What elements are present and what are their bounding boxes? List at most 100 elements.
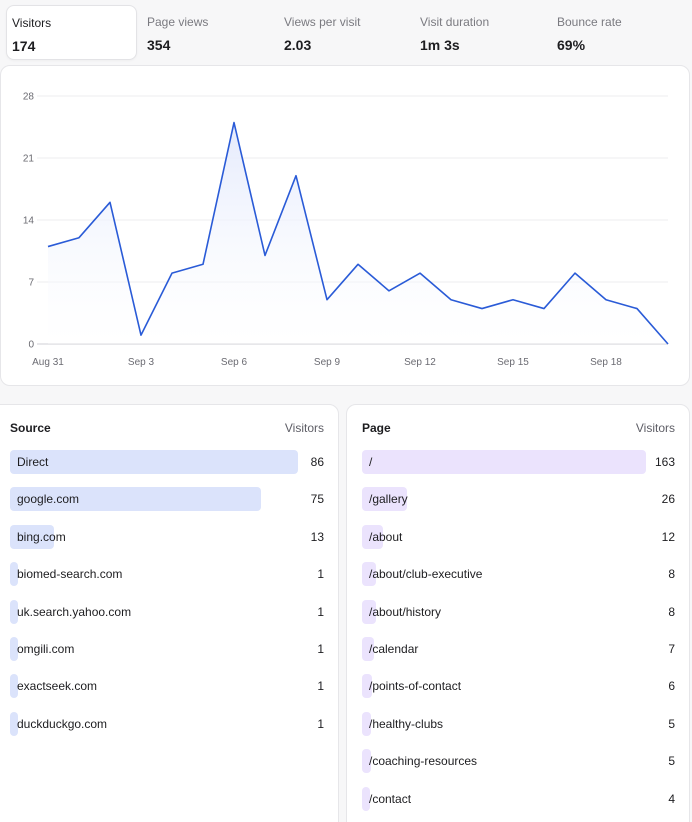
page-label: /contact: [369, 791, 412, 806]
data-point[interactable]: [479, 306, 485, 312]
data-point[interactable]: [45, 244, 51, 250]
x-tick-label: Sep 18: [590, 357, 622, 368]
page-visitors: 7: [668, 642, 675, 656]
data-point[interactable]: [76, 235, 82, 241]
page-bar: [362, 450, 646, 474]
data-point[interactable]: [448, 297, 454, 303]
source-bar: [10, 450, 298, 474]
page-bar: [362, 786, 370, 811]
source-row[interactable]: uk.search.yahoo.com 1: [10, 599, 338, 624]
data-point[interactable]: [169, 270, 175, 276]
page-row[interactable]: /healthy-clubs 5: [362, 711, 689, 736]
page-bar: [362, 599, 376, 624]
metric-tab-bounce-rate[interactable]: Bounce rate 69%: [546, 5, 677, 60]
source-label: uk.search.yahoo.com: [17, 604, 132, 619]
page-row[interactable]: /about/club-executive 8: [362, 562, 689, 587]
source-row[interactable]: omgili.com 1: [10, 637, 338, 661]
metric-value: 69%: [557, 37, 586, 53]
source-bar: [10, 637, 18, 661]
source-visitors: 1: [317, 567, 324, 582]
metric-tab-page-views[interactable]: Page views 354: [136, 5, 267, 60]
data-point[interactable]: [603, 297, 609, 303]
page-row[interactable]: / 163: [362, 450, 689, 474]
x-tick-label: Sep 6: [221, 357, 248, 368]
source-visitors: 1: [317, 716, 324, 731]
data-point[interactable]: [634, 306, 640, 312]
visitors-chart-card: 0 7 14 21 28 Aug 31 Sep 3 Sep 6 Sep 9 Sep 12 Sep 1…: [0, 65, 690, 386]
data-point[interactable]: [324, 297, 330, 303]
source-label: duckduckgo.com: [17, 716, 108, 731]
source-visitors: 1: [317, 604, 324, 619]
source-row[interactable]: duckduckgo.com 1: [10, 711, 338, 736]
source-row[interactable]: biomed-search.com 1: [10, 562, 338, 587]
visitors-chart[interactable]: 0 7 14 21 28 Aug 31 Sep 3 Sep 6 Sep 9 Sep 12 Sep 1…: [1, 66, 691, 387]
page-visitors: 5: [668, 754, 675, 769]
column-header-page: Page: [362, 421, 391, 435]
metric-label: Page views: [147, 15, 209, 29]
metric-tab-visitors[interactable]: Visitors 174: [6, 5, 137, 60]
y-tick-label: 21: [23, 154, 35, 165]
page-row[interactable]: /calendar 7: [362, 637, 689, 661]
page-visitors: 12: [661, 529, 675, 544]
source-bar: [10, 524, 54, 549]
page-bar: [362, 749, 371, 774]
x-tick-label: Aug 31: [32, 357, 64, 368]
page-row[interactable]: /about 12: [362, 524, 689, 549]
page-bar: [362, 562, 376, 587]
data-point[interactable]: [200, 261, 206, 267]
page-table: Page Visitors / 163/gallery 26/about 12/abo…: [346, 404, 690, 822]
page-label: /about/club-executive: [369, 567, 483, 582]
data-point[interactable]: [510, 297, 516, 303]
metric-tab-views-per-visit[interactable]: Views per visit 2.03: [273, 5, 404, 60]
page-visitors: 163: [654, 455, 675, 469]
page-label: /calendar: [369, 642, 419, 656]
page-row[interactable]: /coaching-resources 5: [362, 749, 689, 774]
data-point[interactable]: [293, 173, 299, 179]
source-table-header: Source Visitors: [0, 421, 338, 437]
page-label: /about: [369, 529, 403, 544]
data-point[interactable]: [665, 341, 671, 347]
y-tick-label: 7: [28, 278, 34, 289]
data-point[interactable]: [231, 120, 237, 126]
source-row[interactable]: google.com 75: [10, 487, 338, 512]
column-header-source: Source: [10, 421, 51, 435]
source-row[interactable]: exactseek.com 1: [10, 674, 338, 699]
page-table-header: Page Visitors: [347, 421, 689, 437]
source-bar: [10, 487, 262, 512]
data-point[interactable]: [386, 288, 392, 294]
page-row[interactable]: /points-of-contact 6: [362, 674, 689, 699]
visitors-area: [48, 122, 668, 344]
source-visitors: 75: [310, 492, 324, 507]
metric-value: 2.03: [284, 37, 312, 53]
source-row[interactable]: Direct 86: [10, 450, 338, 474]
y-tick-label: 14: [23, 216, 35, 227]
data-point[interactable]: [572, 270, 578, 276]
metric-label: Visit duration: [420, 15, 490, 29]
source-label: bing.com: [17, 529, 66, 544]
data-point[interactable]: [355, 261, 361, 267]
page-bar: [362, 711, 371, 736]
column-header-visitors: Visitors: [284, 421, 324, 435]
x-tick-label: Sep 12: [404, 357, 436, 368]
page-row[interactable]: /contact 4: [362, 786, 689, 811]
source-bar: [10, 562, 18, 587]
source-row[interactable]: bing.com 13: [10, 524, 338, 549]
page-bar: [362, 637, 375, 661]
x-tick-label: Sep 15: [497, 357, 529, 368]
data-point[interactable]: [262, 252, 268, 258]
data-point[interactable]: [541, 306, 547, 312]
source-label: omgili.com: [17, 642, 75, 656]
page-bar: [362, 524, 383, 549]
data-point[interactable]: [138, 332, 144, 338]
metric-value: 354: [147, 37, 171, 53]
data-point[interactable]: [417, 270, 423, 276]
page-row[interactable]: /gallery 26: [362, 487, 689, 512]
source-visitors: 1: [317, 679, 324, 694]
source-table: Source Visitors Direct 86 google.com 75 bing…: [0, 404, 339, 822]
page-row[interactable]: /about/history 8: [362, 599, 689, 624]
y-tick-label: 0: [28, 340, 34, 351]
source-label: google.com: [17, 492, 80, 507]
source-visitors: 13: [310, 529, 324, 544]
metric-tab-visit-duration[interactable]: Visit duration 1m 3s: [409, 5, 540, 60]
data-point[interactable]: [107, 199, 113, 205]
